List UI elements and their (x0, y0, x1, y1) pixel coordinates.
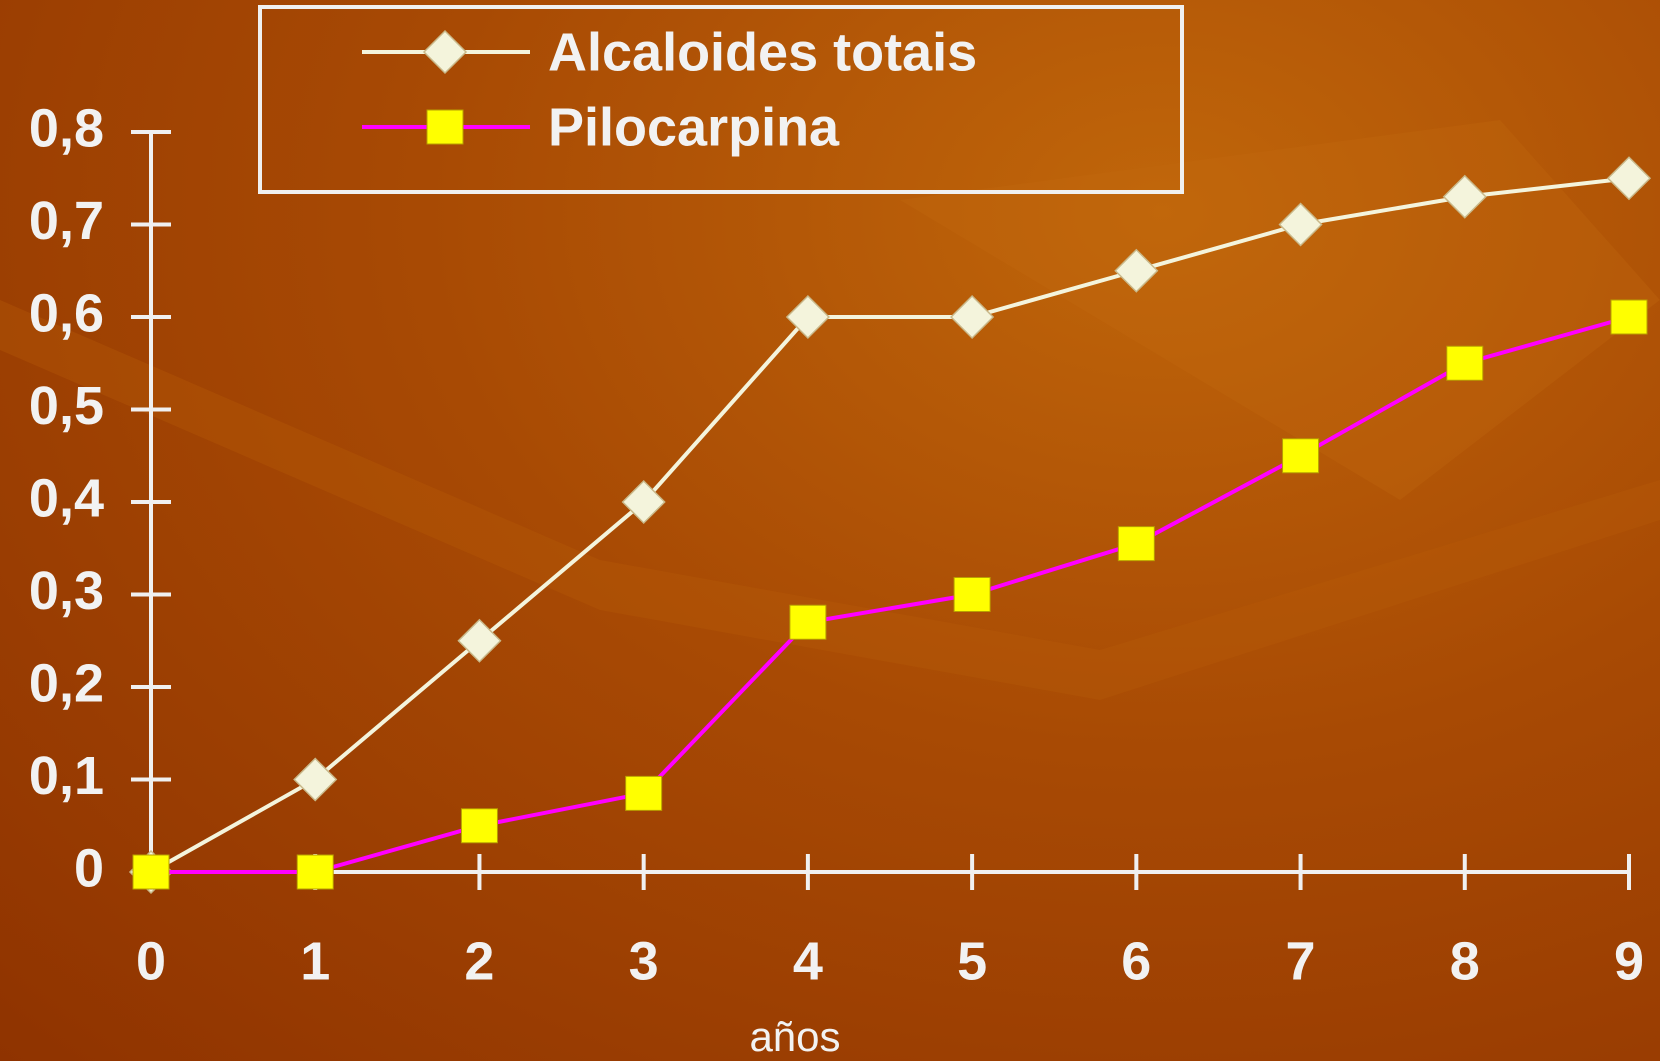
x-tick-label: 9 (1614, 931, 1644, 991)
x-tick-label: 4 (793, 931, 823, 991)
y-tick-label: 0,5 (29, 376, 104, 436)
x-tick-label: 6 (1121, 931, 1151, 991)
y-tick-label: 0,6 (29, 283, 104, 343)
data-point (1606, 156, 1652, 201)
data-point (1114, 248, 1159, 293)
data-point (953, 577, 991, 612)
series-line (151, 315, 1630, 874)
data-point (296, 854, 334, 890)
data-point (785, 294, 830, 340)
y-tick-label: 0,1 (29, 746, 104, 806)
data-point (460, 808, 498, 844)
data-point (1282, 438, 1320, 474)
y-tick-label: 0,7 (29, 191, 104, 251)
legend-label: Alcaloides totais (548, 22, 977, 82)
data-point (950, 294, 995, 340)
background-shape (900, 120, 1660, 500)
data-point (457, 618, 502, 663)
x-tick-label: 0 (136, 931, 166, 991)
data-point (625, 775, 663, 811)
y-tick-label: 0,2 (29, 653, 104, 713)
y-tick-label: 0,4 (29, 468, 104, 528)
y-tick-label: 0 (74, 838, 104, 898)
x-tick-label: 8 (1450, 931, 1480, 991)
y-tick-label: 0,8 (29, 98, 104, 158)
x-axis-label: años (749, 1013, 840, 1060)
legend-box (258, 5, 1184, 194)
data-point (1446, 345, 1484, 381)
data-point (1442, 174, 1487, 219)
legend-marker (426, 109, 464, 145)
legend-marker (422, 29, 468, 75)
data-point (1278, 202, 1323, 247)
legend-label: Pilocarpina (548, 97, 840, 157)
y-tick-label: 0,3 (29, 561, 104, 621)
x-tick-label: 7 (1286, 931, 1316, 991)
x-tick-label: 1 (300, 931, 330, 991)
series-line (150, 176, 1630, 874)
data-point (1610, 299, 1648, 335)
data-point (293, 757, 338, 802)
data-point (621, 479, 666, 525)
x-tick-label: 2 (464, 931, 494, 991)
data-point (1117, 526, 1155, 562)
data-point (132, 854, 170, 890)
x-tick-label: 3 (629, 931, 659, 991)
x-tick-label: 5 (957, 931, 987, 991)
data-point (789, 604, 827, 640)
